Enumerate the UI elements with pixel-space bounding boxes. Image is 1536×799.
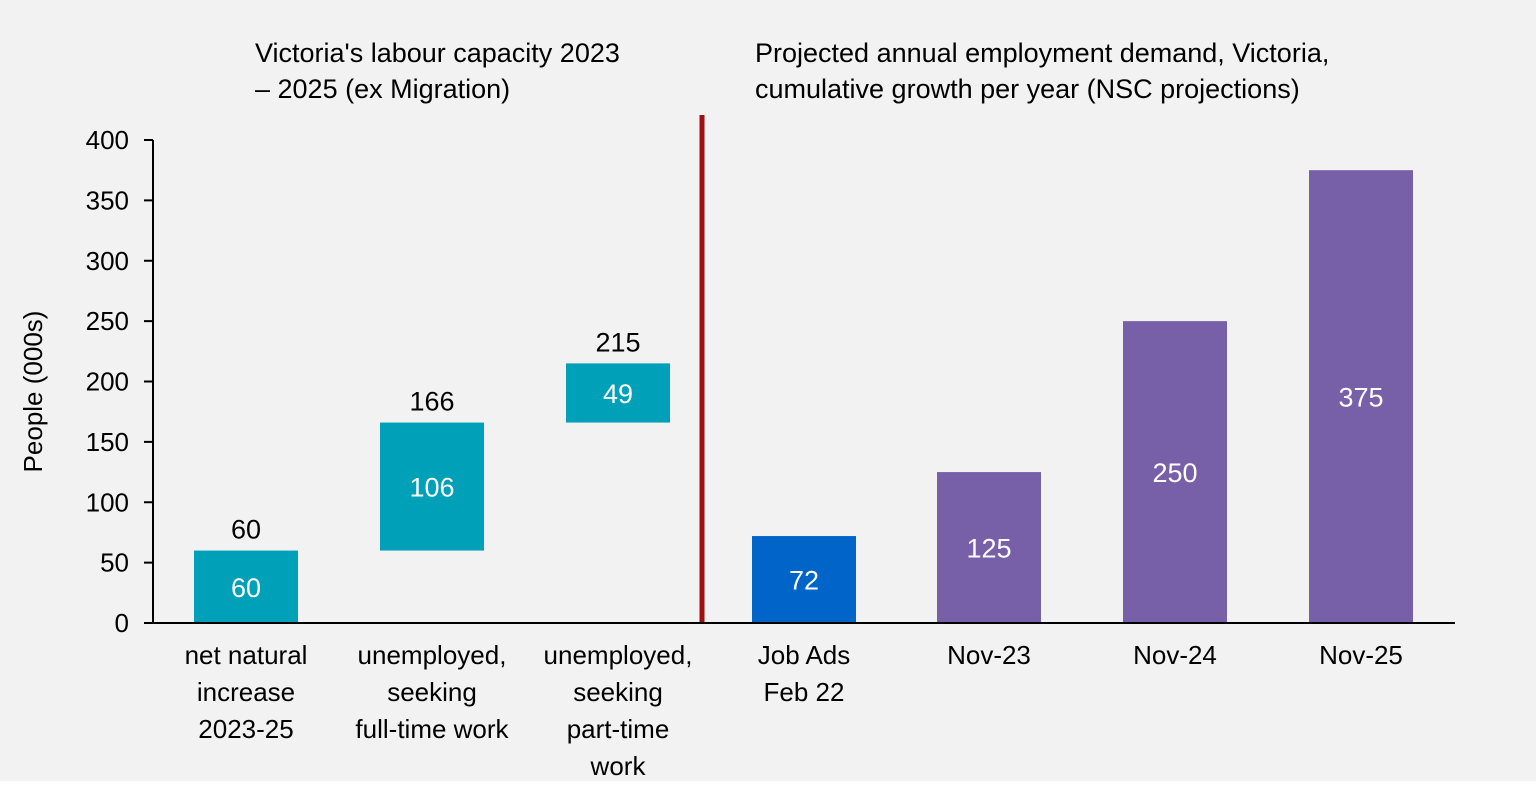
- y-axis-label: People (000s): [18, 311, 48, 473]
- y-tick-label: 250: [86, 306, 129, 336]
- bar-value-label: 125: [966, 534, 1011, 564]
- y-tick-label: 400: [86, 125, 129, 155]
- demand-bar: [937, 472, 1041, 623]
- y-tick-label: 300: [86, 246, 129, 276]
- waterfall-bar: [566, 363, 670, 423]
- waterfall-bar: [194, 550, 298, 623]
- demand-bar: [1123, 321, 1227, 623]
- demand-bar: [752, 536, 856, 623]
- x-category-label: net natural increase 2023-25: [185, 640, 308, 744]
- right-panel-title: Projected annual employment demand, Vict…: [755, 38, 1330, 104]
- demand-bar: [1309, 170, 1413, 623]
- x-category-label: Nov-24: [1133, 640, 1217, 670]
- cumulative-total-label: 60: [231, 515, 261, 545]
- cumulative-total-label: 215: [595, 327, 640, 357]
- x-category-label: Nov-25: [1319, 640, 1403, 670]
- x-category-label: unemployed, seeking part-time work: [544, 640, 693, 781]
- y-tick-label: 200: [86, 367, 129, 397]
- x-category-label: unemployed, seeking full-time work: [355, 640, 509, 744]
- x-category-label: Job Ads Feb 22: [758, 640, 851, 707]
- y-tick-label: 350: [86, 185, 129, 215]
- x-category-label: Nov-23: [947, 640, 1031, 670]
- y-tick-label: 150: [86, 427, 129, 457]
- bar-value-label: 72: [789, 566, 819, 596]
- y-tick-label: 50: [100, 548, 129, 578]
- bar-value-label: 106: [409, 473, 454, 503]
- cumulative-total-label: 166: [409, 387, 454, 417]
- bar-value-label: 60: [231, 573, 261, 603]
- left-panel-title: Victoria's labour capacity 2023 – 2025 (…: [255, 38, 620, 104]
- bar-value-label: 375: [1338, 383, 1383, 413]
- chart-background: [0, 0, 1536, 781]
- bar-value-label: 49: [603, 379, 633, 409]
- y-tick-label: 100: [86, 487, 129, 517]
- y-tick-label: 0: [115, 608, 129, 638]
- bar-value-label: 250: [1152, 458, 1197, 488]
- waterfall-bar: [380, 422, 484, 551]
